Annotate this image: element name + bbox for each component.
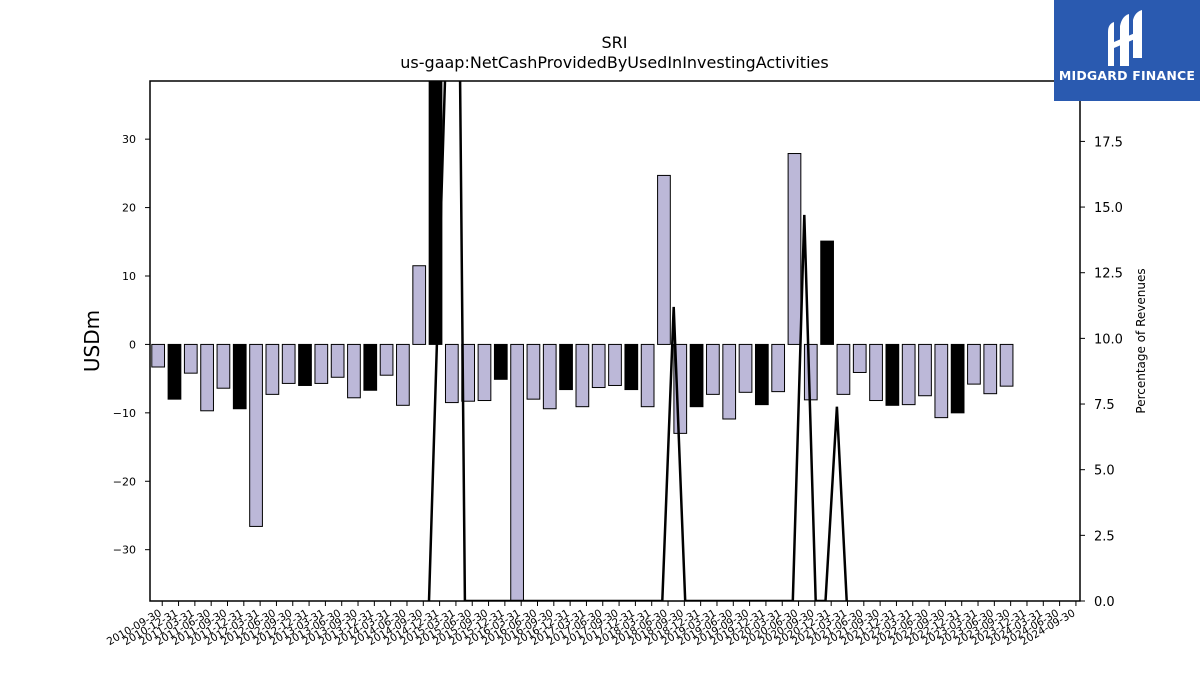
bar [722, 343, 737, 420]
bar [298, 343, 312, 386]
chart-title: SRI [602, 33, 628, 52]
bar-series [151, 80, 1014, 602]
bar [901, 343, 916, 406]
y2-tick-label: 2.5 [1094, 529, 1115, 544]
bar [330, 343, 345, 378]
bar [347, 343, 361, 399]
y2-tick-label: 17.5 [1094, 135, 1123, 150]
bar [836, 343, 851, 395]
bar [314, 343, 329, 384]
bar [526, 343, 541, 400]
revenue-percentage-line [427, 81, 848, 601]
right-axis-ticks: 0.0 2.5 5.0 7.5 10.0 12.5 15.0 17.5 [1080, 135, 1123, 610]
bar [444, 343, 459, 404]
bar [950, 343, 965, 414]
y-tick-label: 10 [122, 270, 136, 283]
bar [852, 343, 867, 373]
bar [265, 343, 280, 395]
brand-name: MIDGARD FINANCE [1058, 68, 1196, 83]
bar [281, 343, 296, 384]
bar [885, 343, 900, 406]
bar [249, 343, 263, 527]
bar [542, 343, 557, 410]
bar [754, 343, 769, 406]
x-axis-ticks: 2010-09-302010-12-312011-03-312011-06-30… [105, 601, 1077, 648]
bar [575, 343, 590, 408]
bar [820, 240, 834, 345]
bar [983, 343, 998, 395]
bar [493, 343, 508, 380]
bar [477, 343, 492, 402]
axes [149, 80, 1081, 602]
y-axis-label: USDm [80, 310, 104, 372]
bar [379, 343, 394, 376]
bar [412, 265, 427, 345]
bar [591, 343, 606, 389]
bar [183, 343, 198, 374]
bar [934, 343, 949, 419]
bar [771, 343, 786, 393]
bar [999, 343, 1014, 387]
chart-subtitle: us-gaap:NetCashProvidedByUsedInInvesting… [400, 53, 828, 72]
bar [559, 343, 573, 391]
y2-tick-label: 5.0 [1094, 464, 1115, 479]
y-tick-label: −20 [113, 475, 136, 488]
y-tick-label: 30 [122, 133, 136, 146]
bar [608, 343, 622, 386]
bar [706, 343, 720, 395]
bar [200, 343, 214, 412]
bar [787, 153, 802, 345]
y-tick-label: 20 [122, 202, 136, 215]
y-tick-label: −10 [113, 407, 136, 420]
bar [657, 174, 671, 345]
brand-mark-icon [1108, 10, 1142, 66]
bar [232, 343, 247, 410]
plot-frame [149, 80, 1081, 602]
y2-tick-label: 15.0 [1094, 201, 1123, 216]
bar [216, 343, 231, 389]
bar [918, 343, 932, 397]
y2-tick-label: 7.5 [1094, 398, 1115, 413]
bar [151, 343, 166, 368]
bar [738, 343, 753, 393]
bar [363, 343, 378, 391]
y2-tick-label: 10.0 [1094, 332, 1123, 347]
bar [396, 343, 410, 406]
y-tick-label: −30 [113, 544, 136, 557]
bar [510, 343, 524, 602]
line-series [427, 81, 848, 601]
y2-axis-label: Percentage of Revenues [1134, 268, 1148, 413]
y2-tick-label: 12.5 [1094, 267, 1123, 282]
y-tick-label: 0 [129, 338, 136, 351]
bar [624, 343, 639, 391]
brand-logo: MIDGARD FINANCE [1054, 0, 1200, 101]
bar [869, 343, 883, 402]
y2-tick-label: 0.0 [1094, 595, 1115, 610]
bar [803, 343, 818, 401]
bar [967, 343, 981, 385]
bar [640, 343, 655, 408]
bar [167, 343, 182, 400]
left-axis-ticks: −30 −20 −10 0 10 20 30 [113, 133, 150, 557]
bar [689, 343, 704, 408]
